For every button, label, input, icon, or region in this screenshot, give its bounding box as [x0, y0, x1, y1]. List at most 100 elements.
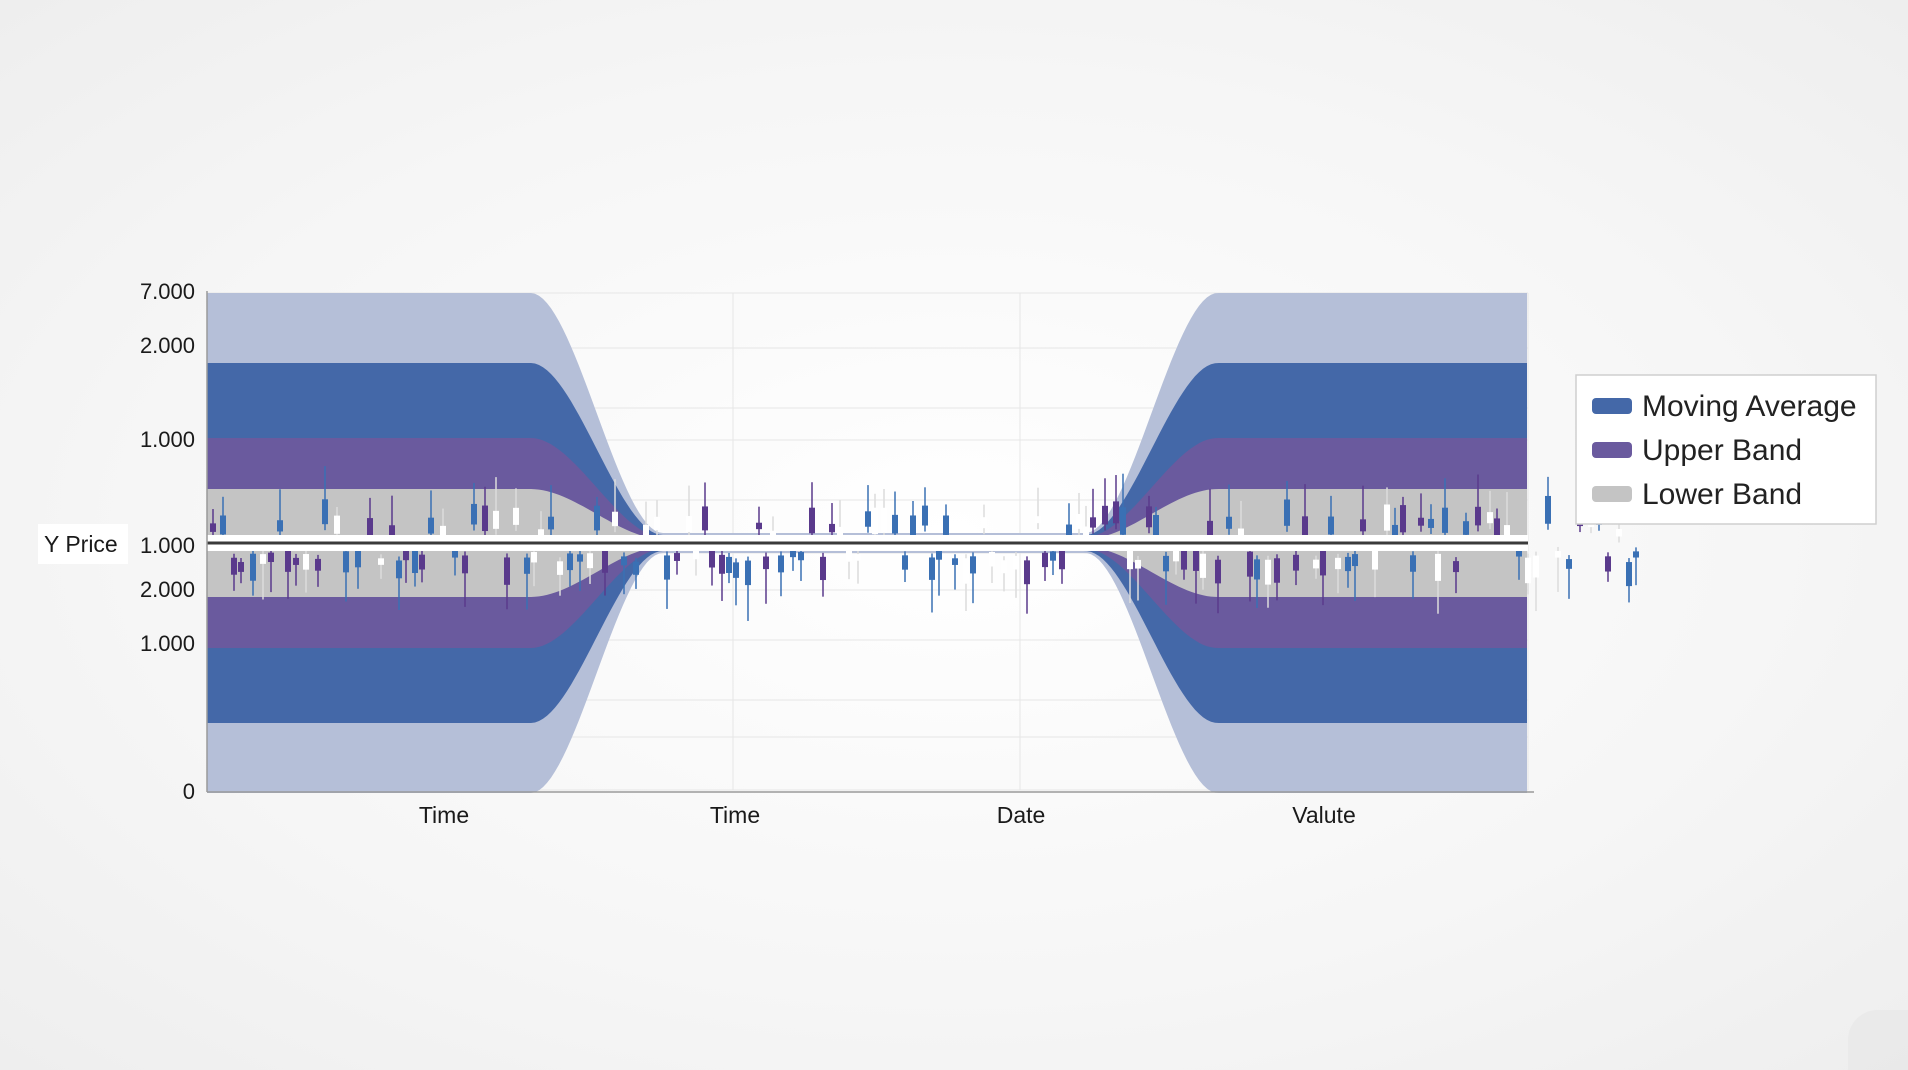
candle-body [1120, 507, 1126, 535]
candle-body [770, 530, 776, 538]
y-tick-label: 1.000 [140, 631, 195, 656]
candle-body [1200, 553, 1206, 578]
candle-body [1284, 499, 1290, 526]
candle-body [1238, 528, 1244, 539]
candle-body [686, 516, 692, 532]
candle-body [513, 507, 519, 525]
candle-body [1001, 560, 1007, 574]
candle-body [745, 560, 751, 586]
candle-body [462, 555, 468, 574]
candle-body [1392, 524, 1398, 536]
y-tick-label: 0 [183, 779, 195, 804]
candle-body [1428, 518, 1434, 528]
candle-body [733, 562, 739, 578]
candle-body [1494, 518, 1500, 539]
candle-body [378, 558, 384, 565]
candle-body [1153, 515, 1159, 536]
candle-body [1487, 512, 1493, 524]
candle-body [1127, 548, 1133, 570]
candle-body [322, 499, 328, 525]
y-tick-label: 2.000 [140, 333, 195, 358]
candle-body [396, 560, 402, 579]
candle-body [674, 553, 680, 561]
candle-body [1163, 555, 1169, 572]
candle-body [719, 554, 725, 574]
y-axis-title-background [38, 524, 128, 564]
candle-body [220, 515, 226, 535]
candle-body [250, 553, 256, 581]
candle-body [1193, 550, 1199, 571]
candle-body [343, 551, 349, 573]
candle-body [1265, 559, 1271, 585]
candle-body [654, 516, 660, 531]
candle-body [268, 552, 274, 563]
candle-body [524, 557, 530, 574]
candle-body [1453, 561, 1459, 573]
candle-body [1328, 516, 1334, 535]
legend-label-upper-band: Upper Band [1642, 434, 1802, 467]
candle-body [837, 526, 843, 538]
candle-body [315, 558, 321, 571]
candle-body [1504, 525, 1510, 536]
candle-body [1545, 495, 1551, 524]
candle-body [504, 557, 510, 585]
legend-swatch-lower-band [1592, 486, 1632, 502]
candle-body [643, 524, 649, 537]
candle-body [829, 523, 835, 533]
candle-body [557, 561, 563, 575]
candle-body [855, 554, 861, 561]
legend-swatch-upper-band [1592, 442, 1632, 458]
y-tick-label: 1.000 [140, 533, 195, 558]
candle-body [756, 522, 762, 530]
candle-body [846, 547, 852, 562]
candle-body [1254, 559, 1260, 580]
legend: Moving Average Upper Band Lower Band [1575, 374, 1877, 525]
candle-body [981, 517, 987, 529]
candle-body [922, 505, 928, 526]
candle-body [471, 503, 477, 525]
candle-body [1135, 559, 1141, 569]
candle-body [621, 556, 627, 566]
y-tick-label: 7.000 [140, 279, 195, 304]
candle-body [702, 506, 708, 531]
candle-body [1463, 521, 1469, 535]
candle-body [210, 523, 216, 532]
x-axis-labels: Time Time Date Valute [419, 802, 1356, 828]
candle-body [943, 515, 949, 535]
candle-body [892, 514, 898, 534]
legend-swatch-moving-average [1592, 398, 1632, 414]
watermark-badge [1848, 1010, 1908, 1070]
x-tick-label: Time [419, 802, 469, 828]
candle-body [1207, 520, 1213, 537]
candle-body [1533, 555, 1539, 578]
candle-body [902, 555, 908, 570]
candle-body [1410, 555, 1416, 572]
candle-body [1335, 557, 1341, 570]
candle-body [1113, 501, 1119, 524]
candle-body [1102, 505, 1108, 525]
candle-body [587, 553, 593, 569]
candle-body [577, 554, 583, 562]
candle-body [428, 517, 434, 534]
candle-body [989, 551, 995, 567]
candle-body [1360, 519, 1366, 532]
candle-body [1059, 548, 1065, 570]
candle-body [1345, 556, 1351, 572]
candle-body [1435, 553, 1441, 581]
candle-body [1352, 554, 1358, 567]
center-line [207, 535, 1528, 551]
candle-body [726, 556, 732, 574]
candle-body [1475, 506, 1481, 526]
candle-body [936, 547, 942, 560]
candle-body [1024, 560, 1030, 585]
candle-body [452, 547, 458, 558]
y-axis-title: Y Price [44, 531, 118, 557]
candle-body [1226, 516, 1232, 529]
candle-body [1050, 551, 1056, 561]
candle-body [1313, 559, 1319, 569]
candle-body [594, 505, 600, 531]
candle-body [1566, 559, 1572, 569]
candle-body [367, 518, 373, 537]
candle-body [260, 554, 266, 564]
